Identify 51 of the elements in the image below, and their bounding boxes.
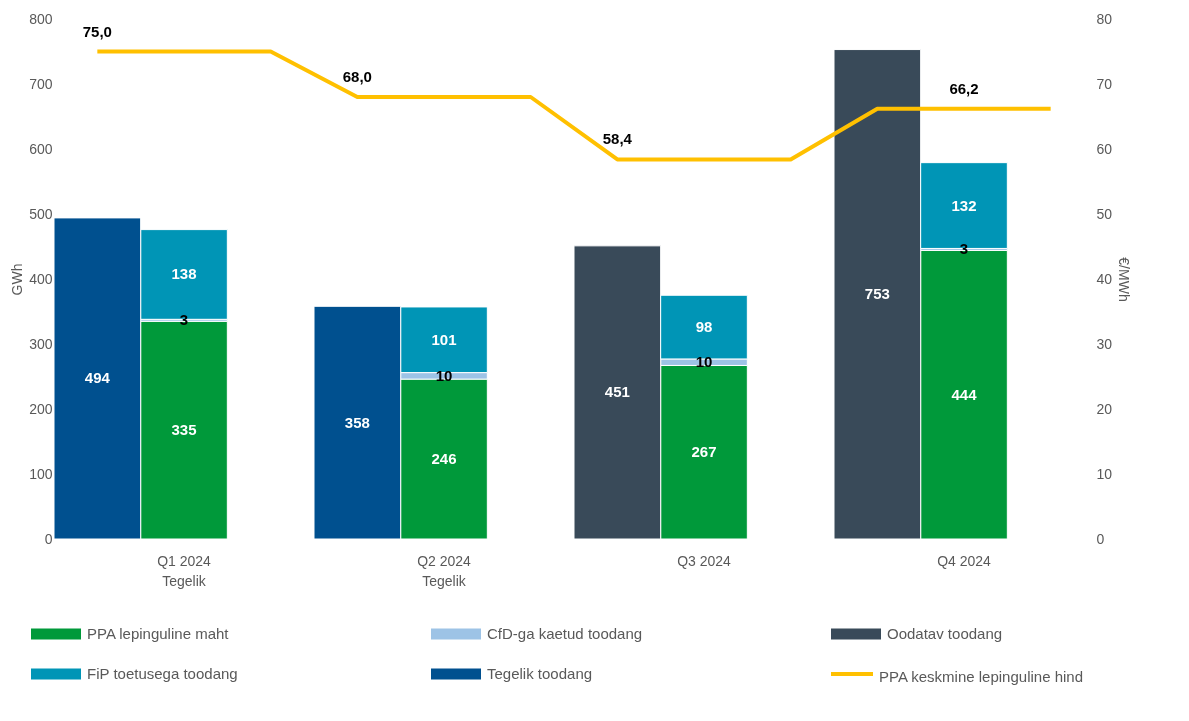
y2-tick-label: 70 (1096, 75, 1113, 92)
x-tick-label: Q1 2024 Tegelik (157, 553, 212, 589)
y2-tick-label: 0 (1096, 530, 1105, 547)
data-label: 335 (171, 421, 197, 439)
data-label: 10 (435, 366, 453, 384)
data-label: 494 (84, 369, 111, 387)
x-tick-label: Q2 2024 Tegelik (417, 553, 472, 589)
x-tick-label: Q3 2024 (677, 553, 732, 569)
y2-tick-label: 50 (1096, 205, 1113, 222)
y-tick-label: 300 (29, 335, 53, 352)
y-tick-label: 0 (44, 530, 53, 547)
data-label: 451 (604, 383, 630, 401)
y2-tick-label: 10 (1096, 465, 1113, 482)
y2-tick-label: 20 (1096, 400, 1113, 417)
y2-tick-label: 40 (1096, 270, 1113, 287)
data-label: 101 (431, 330, 457, 348)
legend-label: FiP toetusega toodang (87, 664, 238, 682)
y-tick-label: 800 (29, 10, 53, 27)
x-tick-label: Q4 2024 (937, 553, 992, 569)
data-label: 3 (179, 311, 189, 329)
legend-label: Tegelik toodang (487, 664, 593, 682)
y2-tick-label: 60 (1096, 140, 1113, 157)
legend-label: CfD-ga kaetud toodang (487, 624, 643, 642)
legend-label: PPA keskmine lepinguline hind (879, 668, 1084, 685)
y-tick-label: 600 (29, 140, 53, 157)
data-label: 98 (695, 318, 713, 336)
y-tick-label: 100 (29, 465, 53, 482)
y2-tick-label: 80 (1096, 10, 1113, 27)
y2-tick-label: 30 (1096, 335, 1113, 352)
y-tick-label: 200 (29, 400, 53, 417)
legend-label: PPA lepinguline maht (87, 624, 230, 642)
data-label: 10 (695, 353, 713, 371)
data-label: 75,0 (82, 22, 112, 40)
data-label: 66,2 (949, 79, 979, 97)
data-label: 753 (864, 285, 890, 303)
y-tick-label: 400 (29, 270, 53, 287)
data-label: 132 (951, 196, 977, 214)
data-label: 358 (344, 413, 370, 431)
data-label: 58,4 (602, 130, 633, 148)
data-label: 444 (951, 385, 978, 403)
y-tick-label: 500 (29, 205, 53, 222)
data-label: 3 (959, 240, 969, 258)
line-series (95, 49, 1053, 162)
data-label: 246 (431, 450, 457, 468)
data-label: 267 (691, 443, 717, 461)
legend-label: Oodatav toodang (887, 624, 1003, 642)
data-label: 138 (171, 265, 197, 283)
y-axis-title: GWh (9, 263, 26, 296)
data-label: 68,0 (342, 68, 372, 85)
y2-axis-title: €/MWh (1116, 257, 1133, 302)
y-tick-label: 700 (29, 75, 53, 92)
